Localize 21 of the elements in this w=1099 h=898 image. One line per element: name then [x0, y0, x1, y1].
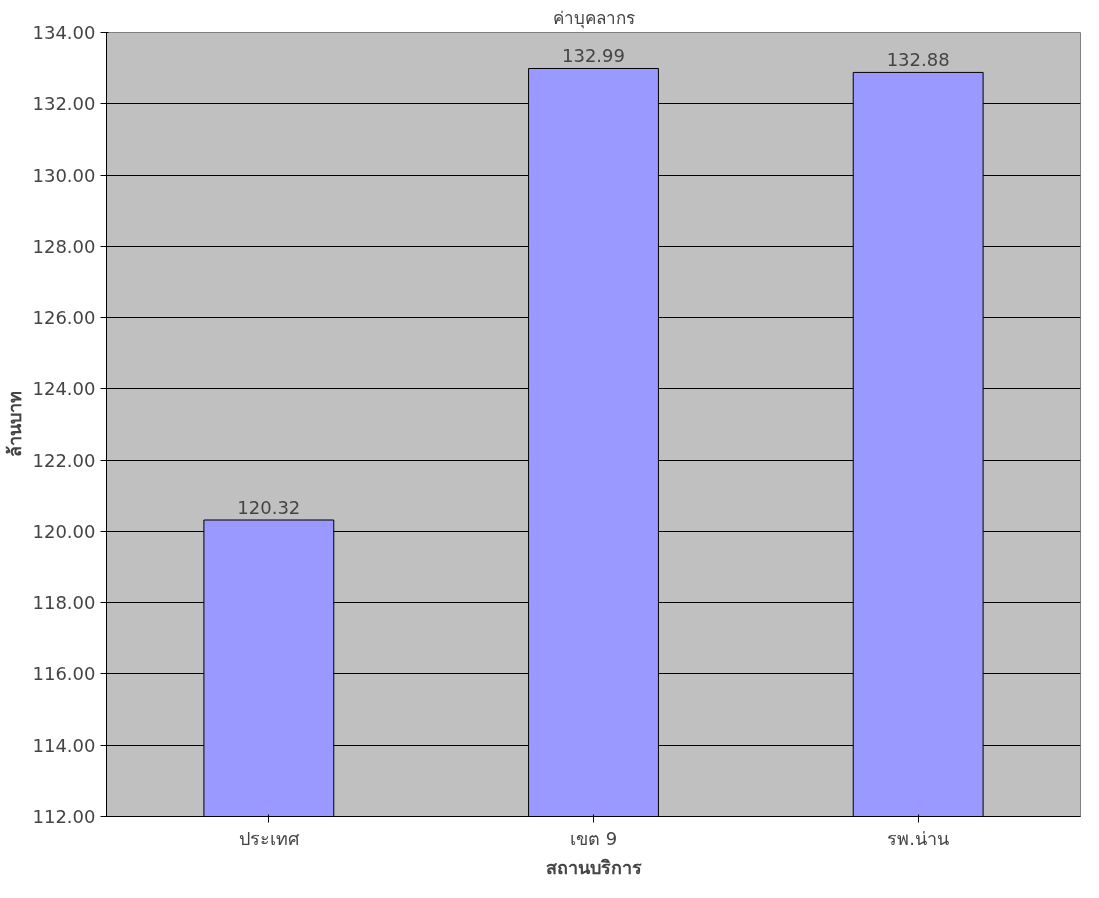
y-tick-label: 122.00: [32, 449, 96, 471]
y-tick-label: 116.00: [32, 663, 96, 685]
y-tick-label: 118.00: [32, 592, 96, 614]
x-tick-label: ประเทศ: [238, 827, 300, 849]
data-label: 120.32: [237, 497, 301, 519]
x-tick-label: เขต 9: [569, 827, 618, 849]
y-tick-label: 112.00: [32, 806, 96, 827]
x-axis-title: สถานบริการ: [545, 856, 642, 878]
y-tick-label: 126.00: [32, 307, 96, 329]
y-tick-label: 134.00: [32, 22, 96, 43]
y-tick-label: 120.00: [32, 520, 96, 542]
y-tick-label: 114.00: [32, 734, 96, 756]
y-tick-label: 130.00: [32, 164, 96, 186]
y-tick-label: 128.00: [32, 235, 96, 257]
data-label: 132.88: [886, 49, 950, 71]
y-tick-label: 124.00: [32, 378, 96, 400]
x-tick-label: รพ.น่าน: [887, 827, 950, 849]
data-label: 132.99: [562, 45, 625, 67]
chart-title: ค่าบุคลากร: [552, 7, 635, 29]
y-tick-label: 132.00: [32, 93, 96, 115]
y-axis-title: ล้านบาท: [3, 391, 25, 458]
